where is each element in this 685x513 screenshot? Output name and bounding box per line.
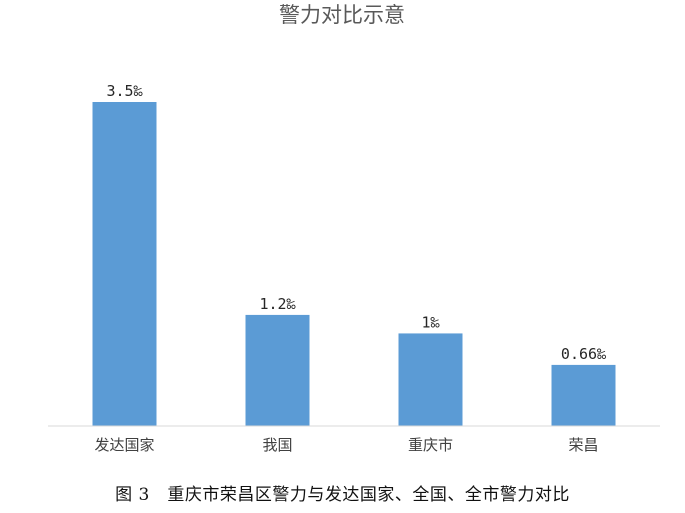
category-label-1: 我国	[262, 436, 292, 454]
bar-1	[245, 314, 310, 426]
data-label-3: 0.66‰	[561, 345, 607, 363]
category-label-0: 发达国家	[94, 436, 154, 454]
figure-caption: 图 3 重庆市荣昌区警力与发达国家、全国、全市警力对比	[115, 485, 570, 505]
category-label-3: 荣昌	[568, 436, 598, 454]
bars-layer	[92, 102, 616, 426]
data-label-2: 1‰	[421, 313, 440, 331]
chart-svg: 警力对比示意 3.5‰ 发达国家 1.2‰ 我国 1‰ 重庆市 0.66‰ 荣昌	[48, 3, 660, 454]
bar-3	[551, 364, 616, 426]
data-label-1: 1.2‰	[259, 295, 296, 313]
bar-2	[398, 333, 463, 426]
data-label-0: 3.5‰	[106, 82, 143, 100]
bar-0	[92, 102, 157, 426]
category-label-2: 重庆市	[408, 436, 453, 454]
bar-chart: 警力对比示意 3.5‰ 发达国家 1.2‰ 我国 1‰ 重庆市 0.66‰ 荣昌	[48, 3, 660, 454]
chart-title: 警力对比示意	[279, 3, 405, 27]
labels-layer: 3.5‰ 发达国家 1.2‰ 我国 1‰ 重庆市 0.66‰ 荣昌	[94, 82, 607, 454]
